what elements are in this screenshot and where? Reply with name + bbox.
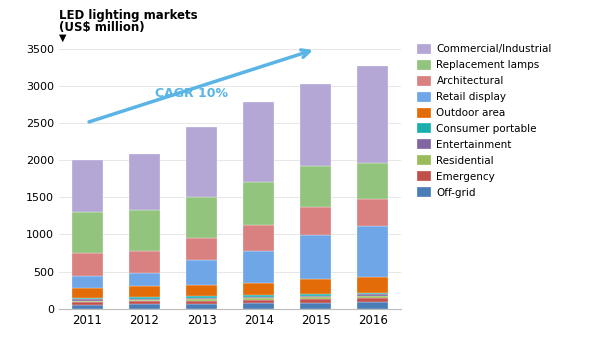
Bar [300,303,332,309]
Bar [72,298,103,299]
Bar [186,299,217,301]
Bar [300,235,332,279]
Text: LED lighting markets: LED lighting markets [59,9,198,22]
Bar [129,298,160,300]
Text: ▼: ▼ [59,33,67,43]
Bar [300,299,332,303]
Text: CAGR 10%: CAGR 10% [155,87,228,100]
Bar [72,287,103,298]
Bar [300,166,332,207]
Bar [300,84,332,166]
Bar [357,276,388,293]
Bar [186,197,217,238]
Bar [300,279,332,294]
Bar [72,276,103,287]
Bar [243,304,274,309]
Bar [129,300,160,301]
Bar [357,199,388,226]
Bar [357,67,388,163]
Bar [300,297,332,299]
Text: (US$ million): (US$ million) [59,21,145,34]
Bar [129,301,160,304]
Bar [129,251,160,273]
Bar [72,302,103,305]
Bar [129,304,160,309]
Bar [357,302,388,309]
Bar [72,305,103,309]
Legend: Commercial/Industrial, Replacement lamps, Architectural, Retail display, Outdoor: Commercial/Industrial, Replacement lamps… [417,44,552,198]
Bar [72,160,103,212]
Bar [357,293,388,294]
Bar [243,182,274,225]
Bar [243,102,274,182]
Bar [357,163,388,199]
Bar [72,212,103,253]
Bar [243,300,274,304]
Bar [72,300,103,302]
Bar [186,304,217,309]
Bar [186,285,217,296]
Bar [243,225,274,251]
Bar [186,238,217,260]
Bar [186,298,217,299]
Bar [129,210,160,251]
Bar [243,295,274,297]
Bar [186,127,217,197]
Bar [243,298,274,300]
Bar [129,154,160,210]
Bar [243,251,274,283]
Bar [243,297,274,298]
Bar [357,298,388,302]
Bar [129,297,160,298]
Bar [300,294,332,296]
Bar [72,253,103,276]
Bar [357,226,388,276]
Bar [243,283,274,295]
Bar [129,286,160,297]
Bar [300,207,332,235]
Bar [357,296,388,298]
Bar [129,273,160,286]
Bar [357,294,388,296]
Bar [300,296,332,297]
Bar [186,296,217,298]
Bar [186,260,217,285]
Bar [72,299,103,300]
Bar [186,301,217,304]
